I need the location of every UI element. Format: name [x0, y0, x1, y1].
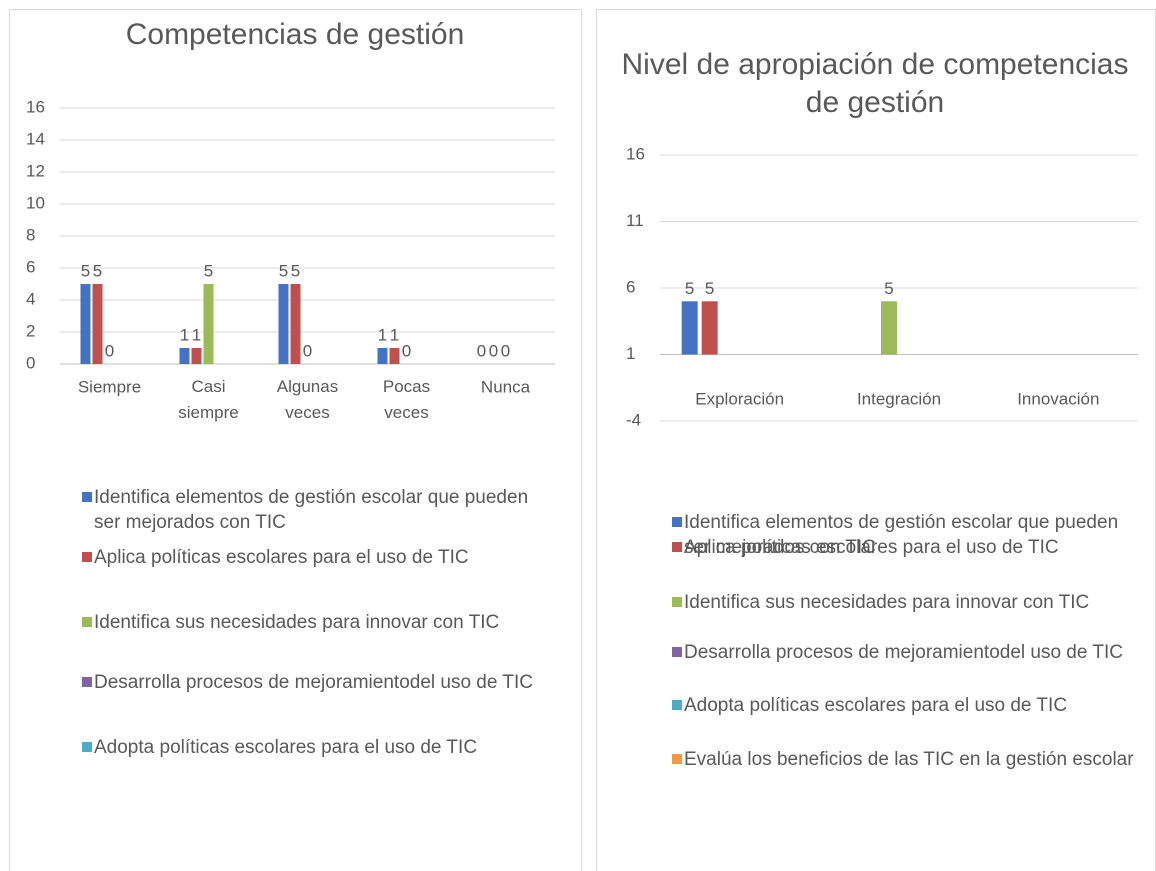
bar: [377, 348, 388, 364]
data-label: 0: [303, 341, 312, 360]
legend-item: Desarrolla procesos de mejoramientodel u…: [82, 670, 554, 695]
y-tick-label: 14: [26, 129, 45, 148]
legend-item: Desarrolla procesos de mejoramientodel u…: [672, 640, 1144, 665]
legend-label: Identifica elementos de gestión escolar …: [94, 487, 529, 533]
data-label: 1: [180, 325, 189, 344]
x-tick-label: Algunas veces: [277, 377, 338, 422]
data-label: 5: [291, 261, 300, 280]
data-label: 0: [489, 341, 498, 360]
legend-swatch: [672, 542, 682, 552]
data-label: 1: [390, 325, 399, 344]
chart-title: Competencias de gestión: [125, 18, 465, 51]
legend-label: Adopta políticas escolares para el uso d…: [94, 737, 478, 758]
legend-swatch: [672, 754, 682, 764]
bar: [881, 301, 897, 355]
data-label: 0: [402, 341, 411, 360]
y-tick-label: 16: [626, 144, 645, 163]
y-tick-label: 1: [626, 344, 635, 363]
x-tick-label: Exploración: [695, 389, 784, 408]
bar: [290, 284, 301, 364]
bar: [92, 284, 103, 364]
legend-swatch: [82, 492, 92, 502]
y-tick-label: 6: [626, 277, 635, 296]
data-label: 5: [884, 279, 893, 298]
bar: [191, 348, 202, 364]
legend-swatch: [82, 742, 92, 752]
data-label: 0: [501, 341, 510, 360]
y-tick-label: 8: [26, 225, 35, 244]
legend-item: Identifica sus necesidades para innovar …: [672, 590, 1144, 615]
data-label: 1: [192, 325, 201, 344]
y-tick-label: 16: [26, 97, 45, 116]
legend-label: Identifica sus necesidades para innovar …: [94, 612, 500, 633]
data-label: 0: [477, 341, 486, 360]
legend-swatch: [672, 647, 682, 657]
data-label: 5: [279, 261, 288, 280]
y-tick-label: 11: [626, 211, 644, 230]
x-tick-label: Siempre: [78, 377, 141, 396]
y-tick-label: 6: [26, 257, 35, 276]
data-label: 5: [204, 261, 213, 280]
x-tick-label: Innovación: [1017, 389, 1099, 408]
legend-label: Adopta políticas escolares para el uso d…: [684, 695, 1068, 716]
legend-swatch: [672, 700, 682, 710]
x-tick-label: Nunca: [481, 377, 531, 396]
legend-item: Adopta políticas escolares para el uso d…: [82, 735, 554, 760]
chart-panel: [9, 9, 582, 871]
legend-swatch: [82, 552, 92, 562]
bar: [278, 284, 289, 364]
legend-label: Identifica elementos de gestión escolar …: [684, 512, 1119, 558]
legend-label: Desarrolla procesos de mejoramientodel u…: [684, 642, 1123, 663]
x-tick-label: Casi siempre: [178, 377, 238, 422]
x-tick-label: Pocas veces: [383, 377, 430, 422]
data-label: 5: [81, 261, 90, 280]
legend-item: Aplica políticas escolares para el uso d…: [82, 545, 554, 570]
y-tick-label: 12: [26, 161, 45, 180]
legend-swatch: [672, 597, 682, 607]
y-tick-label: 10: [26, 193, 45, 212]
bar: [179, 348, 190, 364]
legend-item: Identifica elementos de gestión escolar …: [82, 485, 554, 535]
data-label: 5: [705, 279, 714, 298]
x-tick-label: Integración: [857, 389, 941, 408]
legend-label: Aplica políticas escolares para el uso d…: [94, 547, 469, 568]
y-tick-label: 2: [26, 321, 35, 340]
legend-item: Identifica elementos de gestión escolar …: [672, 510, 1144, 560]
bar: [681, 301, 698, 355]
y-tick-label: 0: [26, 353, 35, 372]
bar: [203, 284, 214, 364]
data-label: 0: [105, 341, 114, 360]
legend-swatch: [672, 517, 682, 527]
legend-label: Desarrolla procesos de mejoramientodel u…: [94, 672, 533, 693]
y-tick-label: 4: [26, 289, 35, 308]
bar: [389, 348, 400, 364]
legend-label: Aplica políticas escolares para el uso d…: [684, 537, 1059, 558]
data-label: 5: [685, 279, 694, 298]
legend-swatch: [82, 677, 92, 687]
legend-label: Evalúa los beneficios de las TIC en la g…: [684, 749, 1134, 770]
y-tick-label: -4: [626, 410, 641, 429]
data-label: 1: [378, 325, 387, 344]
legend-item: Evalúa los beneficios de las TIC en la g…: [672, 747, 1144, 772]
legend-item: Identifica sus necesidades para innovar …: [82, 610, 554, 635]
bar: [701, 301, 718, 355]
legend-label: Identifica sus necesidades para innovar …: [684, 592, 1090, 613]
legend-swatch: [82, 617, 92, 627]
chart-title: Nivel de apropiación de competencias de …: [621, 48, 1129, 119]
data-label: 5: [93, 261, 102, 280]
bar: [80, 284, 91, 364]
legend-item: Adopta políticas escolares para el uso d…: [672, 693, 1144, 718]
legend-item: Aplica políticas escolares para el uso d…: [672, 535, 1144, 560]
